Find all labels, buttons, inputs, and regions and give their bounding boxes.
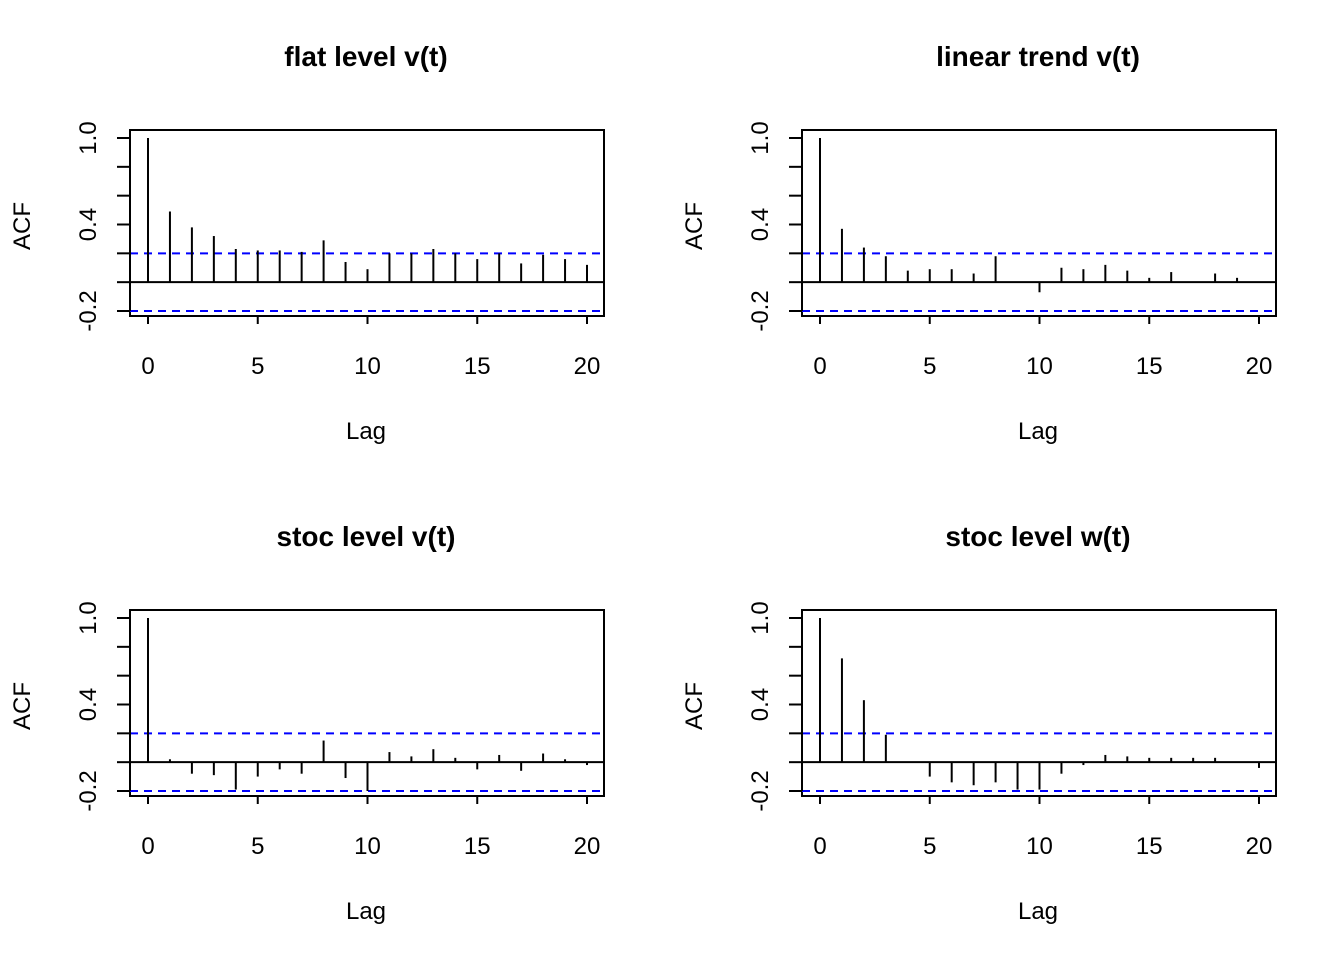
panel-title: linear trend v(t) [936, 41, 1140, 72]
x-tick-label: 20 [574, 353, 601, 380]
y-tick-label: -0.2 [75, 770, 102, 811]
panel-title: flat level v(t) [284, 41, 447, 72]
x-tick-label: 15 [1136, 833, 1163, 860]
x-tick-label: 15 [464, 353, 491, 380]
x-tick-label: 5 [923, 833, 936, 860]
x-tick-label: 10 [1026, 353, 1053, 380]
x-axis-label: Lag [1018, 898, 1058, 925]
x-tick-label: 0 [141, 833, 154, 860]
y-axis-label: ACF [9, 682, 36, 730]
y-tick-label: -0.2 [747, 770, 774, 811]
y-axis-label: ACF [681, 202, 708, 250]
x-tick-label: 20 [1246, 833, 1273, 860]
x-tick-label: 5 [251, 353, 264, 380]
y-axis-label: ACF [9, 202, 36, 250]
y-tick-label: -0.2 [747, 290, 774, 331]
acf-panel-2: linear trend v(t) Lag ACF 0 5 10 15 20 -0.2 0.… [681, 41, 1277, 445]
x-tick-label: 10 [1026, 833, 1053, 860]
acf-panel-4: stoc level w(t) Lag ACF 0 5 10 15 20 -0.2 0.4 1… [681, 521, 1277, 925]
x-tick-label: 15 [1136, 353, 1163, 380]
y-tick-label: 1.0 [75, 601, 102, 634]
y-tick-label: 1.0 [747, 601, 774, 634]
x-tick-label: 20 [1246, 353, 1273, 380]
x-axis-label: Lag [1018, 418, 1058, 445]
y-tick-label: 0.4 [75, 688, 102, 721]
y-tick-label: 0.4 [747, 688, 774, 721]
x-tick-label: 0 [141, 353, 154, 380]
y-axis-label: ACF [681, 682, 708, 730]
x-tick-label: 10 [354, 833, 381, 860]
panel-title: stoc level w(t) [945, 521, 1130, 552]
y-tick-label: 0.4 [75, 208, 102, 241]
acf-panel-3: stoc level v(t) Lag ACF 0 5 10 15 20 -0.2 0.4 1… [9, 521, 605, 925]
y-tick-label: 1.0 [75, 121, 102, 154]
x-tick-label: 5 [251, 833, 264, 860]
y-tick-label: -0.2 [75, 290, 102, 331]
y-tick-label: 0.4 [747, 208, 774, 241]
x-axis-label: Lag [346, 418, 386, 445]
x-tick-label: 20 [574, 833, 601, 860]
x-tick-label: 0 [813, 833, 826, 860]
x-axis-label: Lag [346, 898, 386, 925]
x-tick-label: 0 [813, 353, 826, 380]
x-tick-label: 15 [464, 833, 491, 860]
y-tick-label: 1.0 [747, 121, 774, 154]
x-tick-label: 10 [354, 353, 381, 380]
acf-panel-1: flat level v(t) Lag ACF 0 5 10 15 20 -0.2 0.4 1… [9, 41, 605, 445]
x-tick-label: 5 [923, 353, 936, 380]
panel-title: stoc level v(t) [277, 521, 456, 552]
